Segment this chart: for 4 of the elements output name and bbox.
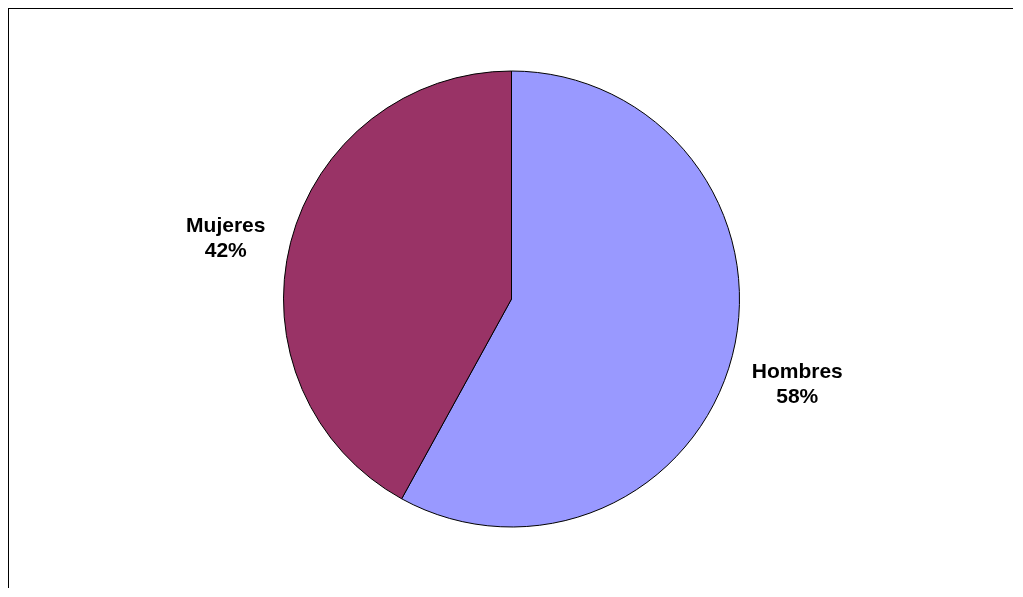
slice-label: Mujeres [186, 212, 266, 236]
data-label: 42% [204, 237, 248, 261]
data-label: 58% [776, 384, 819, 408]
slice-label: Hombres [751, 359, 843, 383]
